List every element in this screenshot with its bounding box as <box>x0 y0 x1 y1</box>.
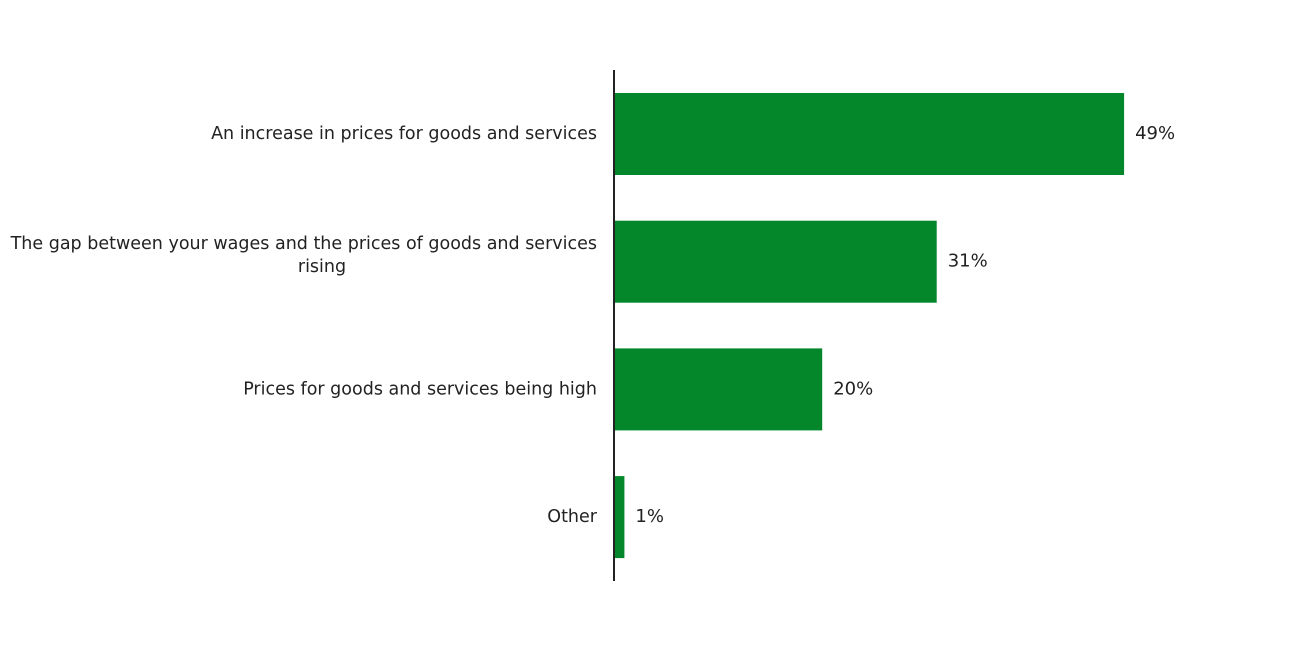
bar-0 <box>614 93 1125 175</box>
category-label-3: Other <box>547 507 597 527</box>
category-label-1-line-1: rising <box>298 257 346 277</box>
category-label-2-line-0: Prices for goods and services being high <box>243 379 597 399</box>
category-label-1: The gap between your wages and the price… <box>10 234 597 277</box>
bar-1 <box>614 220 937 303</box>
value-labels: 49% 31% 20% 1% <box>635 123 1175 527</box>
category-labels: An increase in prices for goods and serv… <box>10 124 598 527</box>
bars-layer <box>614 93 1125 559</box>
bar-3 <box>614 476 625 559</box>
category-label-0: An increase in prices for goods and serv… <box>211 124 597 144</box>
bar-2 <box>614 348 823 431</box>
category-label-3-line-0: Other <box>547 507 597 527</box>
value-label-0: 49% <box>1135 123 1175 144</box>
category-label-1-line-0: The gap between your wages and the price… <box>10 234 597 254</box>
value-label-1: 31% <box>948 251 988 272</box>
category-label-2: Prices for goods and services being high <box>243 379 597 399</box>
value-label-2: 20% <box>833 378 873 399</box>
category-label-0-line-0: An increase in prices for goods and serv… <box>211 124 597 144</box>
value-label-3: 1% <box>635 506 664 527</box>
